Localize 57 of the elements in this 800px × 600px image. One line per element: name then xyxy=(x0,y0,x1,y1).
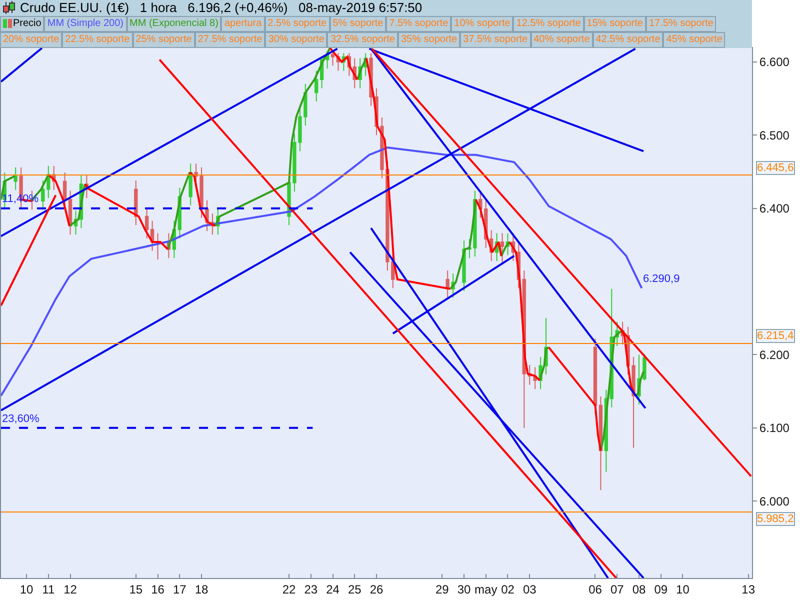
x-tick-label: 23 xyxy=(304,582,318,596)
text: 17.5% soporte xyxy=(646,16,716,32)
text: 32.5% soporte xyxy=(327,32,398,48)
text: MM (Simple 200) xyxy=(47,18,124,29)
text: 35% soporte xyxy=(398,32,460,48)
text: 30% soporte xyxy=(265,32,328,48)
x-tick-label: 29 xyxy=(435,582,450,596)
text: apertura xyxy=(221,16,265,32)
x-tick-label: 06 xyxy=(588,582,602,596)
x-tick-label: 30 xyxy=(457,582,471,596)
text: 40% soporte xyxy=(530,32,593,48)
text: 27.5% soporte xyxy=(194,32,266,48)
x-tick-label: 26 xyxy=(370,582,384,596)
x-tick-label: 13 xyxy=(742,582,756,596)
text: 20% soporte xyxy=(0,32,62,48)
x-tick-label: 24 xyxy=(326,582,340,596)
x-tick-label: 09 xyxy=(654,582,668,596)
text: 22.5% soporte xyxy=(62,32,133,48)
x-tick-label: 08 xyxy=(632,582,646,596)
y-tick-label: 6.000 xyxy=(759,494,790,508)
annotation: 6.290,9 xyxy=(643,273,680,285)
ref-line-label: 6.445,6 xyxy=(757,162,794,174)
x-tick-label: 12 xyxy=(64,582,78,596)
y-tick-label: 6.200 xyxy=(759,348,790,362)
text: 15% soporte xyxy=(584,16,646,32)
text: 2.5% soporte xyxy=(264,16,330,32)
text: 5% soporte xyxy=(330,16,386,32)
text: 12.5% soporte xyxy=(513,16,584,32)
x-tick-label: 07 xyxy=(610,582,624,596)
annotation: 23,60% xyxy=(2,413,40,425)
ref-line-label: 5.985,2 xyxy=(757,513,794,525)
x-tick-label: 11 xyxy=(42,582,55,596)
text: 7.5% soporte xyxy=(386,16,452,32)
x-tick-label: 02 xyxy=(501,582,515,596)
x-tick-label: 18 xyxy=(194,582,209,596)
y-tick-label: 6.600 xyxy=(759,55,790,70)
y-tick-label: 6.100 xyxy=(759,421,790,436)
x-tick-label: 25 xyxy=(348,582,362,596)
x-tick-label: 10 xyxy=(676,582,690,596)
y-tick-label: 6.400 xyxy=(759,202,790,216)
text: 45% soporte xyxy=(663,32,726,48)
x-tick-label: 10 xyxy=(20,582,34,596)
x-tick-label: 15 xyxy=(129,582,143,596)
y-tick-label: 6.500 xyxy=(759,128,790,142)
text: 37.5% soporte xyxy=(460,32,531,48)
chart-title: Crudo EE.UU. (1€) 1 hora 6.196,2 (+0,46%) 08-may-2019 6:57:50 xyxy=(20,0,422,16)
text: 42.5% soporte xyxy=(592,32,664,48)
text: 25% soporte xyxy=(132,32,195,48)
ref-line-label: 6.215,4 xyxy=(757,330,794,342)
x-tick-label: may xyxy=(474,582,498,596)
x-tick-label: 03 xyxy=(522,582,537,596)
text: MM (Exponencial 8) xyxy=(130,18,218,29)
x-tick-label: 17 xyxy=(172,582,187,596)
text: 10% soporte xyxy=(451,16,514,32)
legend-label: Precio xyxy=(13,18,42,29)
x-tick-label: 16 xyxy=(151,582,165,596)
x-tick-label: 22 xyxy=(282,582,296,596)
